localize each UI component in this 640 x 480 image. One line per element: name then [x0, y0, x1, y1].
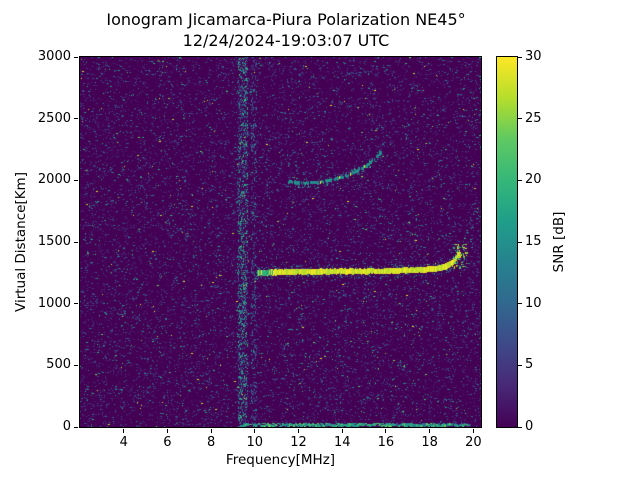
- y-tick-label: 2000: [37, 172, 71, 188]
- y-tick-mark: [74, 56, 78, 58]
- chart-title: Ionogram Jicamarca-Piura Polarization NE…: [106, 10, 466, 29]
- x-tick-label: 20: [465, 435, 482, 450]
- heatmap-canvas: [80, 57, 481, 427]
- x-tick-label: 10: [246, 435, 264, 450]
- colorbar-tick-mark: [518, 364, 522, 366]
- y-tick-label: 500: [46, 357, 71, 373]
- x-tick-label: 12: [290, 435, 307, 450]
- colorbar-tick-mark: [518, 118, 522, 120]
- colorbar-tick-label: 15: [525, 234, 542, 249]
- colorbar: [496, 56, 518, 428]
- x-tick-mark: [429, 429, 431, 433]
- colorbar-tick-mark: [518, 179, 522, 181]
- x-tick-mark: [472, 429, 474, 433]
- y-tick-mark: [74, 118, 78, 120]
- plot-area: [79, 56, 482, 428]
- y-tick-mark: [74, 364, 78, 366]
- x-tick-label: 18: [421, 435, 438, 450]
- colorbar-tick-label: 30: [525, 49, 542, 64]
- y-tick-label: 0: [62, 419, 71, 434]
- x-tick-mark: [298, 429, 300, 433]
- colorbar-tick-label: 10: [525, 295, 542, 311]
- colorbar-gradient: [497, 57, 517, 427]
- x-tick-mark: [123, 429, 125, 433]
- y-tick-mark: [74, 241, 78, 243]
- colorbar-tick-mark: [518, 56, 522, 58]
- colorbar-tick-label: 20: [525, 172, 542, 188]
- colorbar-tick-mark: [518, 426, 522, 428]
- x-tick-label: 16: [377, 435, 395, 450]
- colorbar-label: SNR [dB]: [551, 211, 567, 273]
- x-tick-label: 4: [119, 435, 128, 450]
- y-tick-label: 3000: [37, 49, 71, 64]
- y-tick-label: 1000: [37, 295, 71, 311]
- chart-title-block: Ionogram Jicamarca-Piura Polarization NE…: [80, 9, 492, 51]
- x-tick-label: 14: [333, 435, 351, 450]
- colorbar-tick-mark: [518, 241, 522, 243]
- colorbar-tick-mark: [518, 303, 522, 305]
- y-tick-label: 1500: [37, 234, 71, 249]
- x-tick-mark: [166, 429, 168, 433]
- y-tick-mark: [74, 179, 78, 181]
- x-tick-mark: [210, 429, 212, 433]
- chart-subtitle: 12/24/2024-19:03:07 UTC: [182, 31, 390, 50]
- x-tick-mark: [385, 429, 387, 433]
- y-tick-label: 2500: [37, 110, 71, 126]
- y-tick-mark: [74, 426, 78, 428]
- colorbar-tick-label: 5: [525, 357, 534, 373]
- x-axis-label: Frequency[MHz]: [225, 452, 336, 468]
- x-tick-label: 6: [163, 435, 172, 450]
- colorbar-tick-label: 0: [525, 419, 534, 434]
- x-tick-mark: [341, 429, 343, 433]
- x-tick-mark: [254, 429, 256, 433]
- x-tick-label: 8: [206, 435, 216, 450]
- colorbar-tick-label: 25: [525, 110, 542, 126]
- y-tick-mark: [74, 303, 78, 305]
